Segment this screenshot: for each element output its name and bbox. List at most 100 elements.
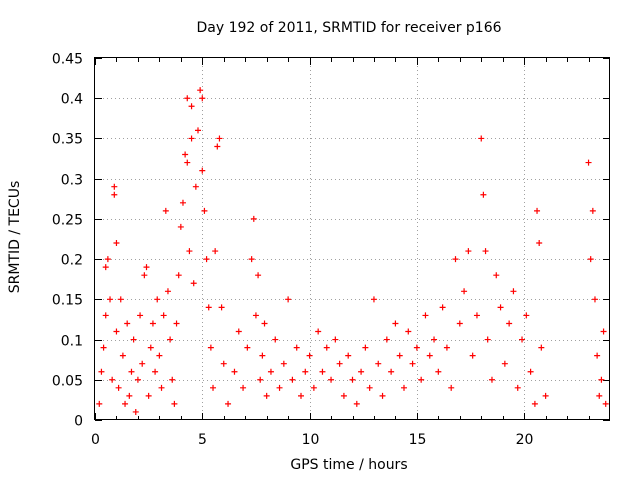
data-point — [542, 392, 549, 399]
data-point — [534, 207, 541, 214]
data-point — [328, 376, 335, 383]
grid-layer — [95, 58, 610, 420]
data-point — [345, 352, 352, 359]
data-point — [448, 384, 455, 391]
data-point — [510, 288, 517, 295]
data-point — [102, 264, 109, 271]
data-point — [506, 320, 513, 327]
data-point — [482, 248, 489, 255]
data-point — [119, 352, 126, 359]
data-point — [396, 352, 403, 359]
data-point — [452, 256, 459, 263]
data-point — [267, 368, 274, 375]
data-point — [340, 392, 347, 399]
data-point — [109, 376, 116, 383]
data-point — [366, 384, 373, 391]
data-point — [443, 344, 450, 351]
y-tick-label: 0 — [74, 414, 83, 430]
data-point — [177, 223, 184, 230]
data-point — [310, 384, 317, 391]
y-tick-label: 0.05 — [52, 374, 83, 390]
data-point — [375, 360, 382, 367]
data-point — [197, 87, 204, 94]
data-point — [589, 207, 596, 214]
data-point — [480, 191, 487, 198]
data-point — [188, 135, 195, 142]
data-point — [473, 312, 480, 319]
data-point — [154, 296, 161, 303]
data-point — [293, 344, 300, 351]
y-tick-label: 0.3 — [61, 173, 83, 189]
data-point — [531, 400, 538, 407]
data-point — [298, 392, 304, 399]
data-point — [280, 360, 287, 367]
y-tick-label: 0.2 — [61, 253, 83, 269]
x-axis-label: GPS time / hours — [290, 457, 407, 473]
data-point — [167, 336, 174, 343]
data-point — [156, 352, 163, 359]
data-point — [493, 272, 500, 279]
data-point — [169, 376, 176, 383]
data-point — [203, 256, 210, 263]
data-point — [152, 368, 159, 375]
data-point — [132, 408, 139, 415]
data-point — [591, 296, 598, 303]
data-point — [212, 248, 219, 255]
data-point — [124, 320, 131, 327]
data-point — [190, 280, 197, 287]
x-tick-label: 15 — [409, 432, 427, 448]
data-point — [171, 400, 178, 407]
data-point — [216, 135, 223, 142]
data-point — [117, 296, 124, 303]
data-point — [358, 368, 365, 375]
data-point — [263, 392, 270, 399]
data-point — [143, 264, 150, 271]
data-point — [370, 296, 377, 303]
data-point — [98, 368, 105, 375]
data-point — [250, 215, 257, 222]
data-point — [231, 368, 238, 375]
data-point — [536, 240, 543, 247]
data-point — [276, 384, 283, 391]
data-point — [319, 368, 326, 375]
data-point — [175, 272, 182, 279]
data-point — [126, 392, 133, 399]
data-point — [192, 183, 199, 190]
data-point — [418, 376, 425, 383]
data-point — [147, 344, 154, 351]
data-point — [336, 360, 343, 367]
data-point — [255, 272, 262, 279]
data-point — [315, 328, 322, 335]
data-point — [199, 167, 206, 174]
y-tick-label: 0.1 — [61, 334, 83, 350]
data-point — [182, 151, 189, 158]
data-point — [469, 352, 476, 359]
data-point — [184, 95, 191, 102]
data-point — [141, 272, 148, 279]
data-point — [207, 344, 214, 351]
data-point — [115, 384, 122, 391]
data-point — [158, 384, 165, 391]
data-point — [235, 328, 242, 335]
data-point — [353, 400, 360, 407]
x-tick-label: 0 — [91, 432, 100, 448]
data-point — [527, 368, 534, 375]
data-point — [379, 392, 386, 399]
data-point — [111, 191, 118, 198]
data-point — [240, 384, 247, 391]
data-point — [383, 336, 390, 343]
data-point — [186, 248, 193, 255]
data-point — [388, 368, 395, 375]
data-point — [587, 256, 594, 263]
data-point — [214, 143, 221, 150]
data-point — [478, 135, 485, 142]
y-tick-label: 0.45 — [52, 52, 83, 68]
data-point — [261, 320, 268, 327]
data-point — [413, 344, 420, 351]
data-point — [248, 256, 255, 263]
data-point — [484, 336, 491, 343]
data-point — [184, 159, 191, 166]
data-point — [220, 360, 227, 367]
data-point — [257, 376, 264, 383]
data-point — [149, 320, 156, 327]
